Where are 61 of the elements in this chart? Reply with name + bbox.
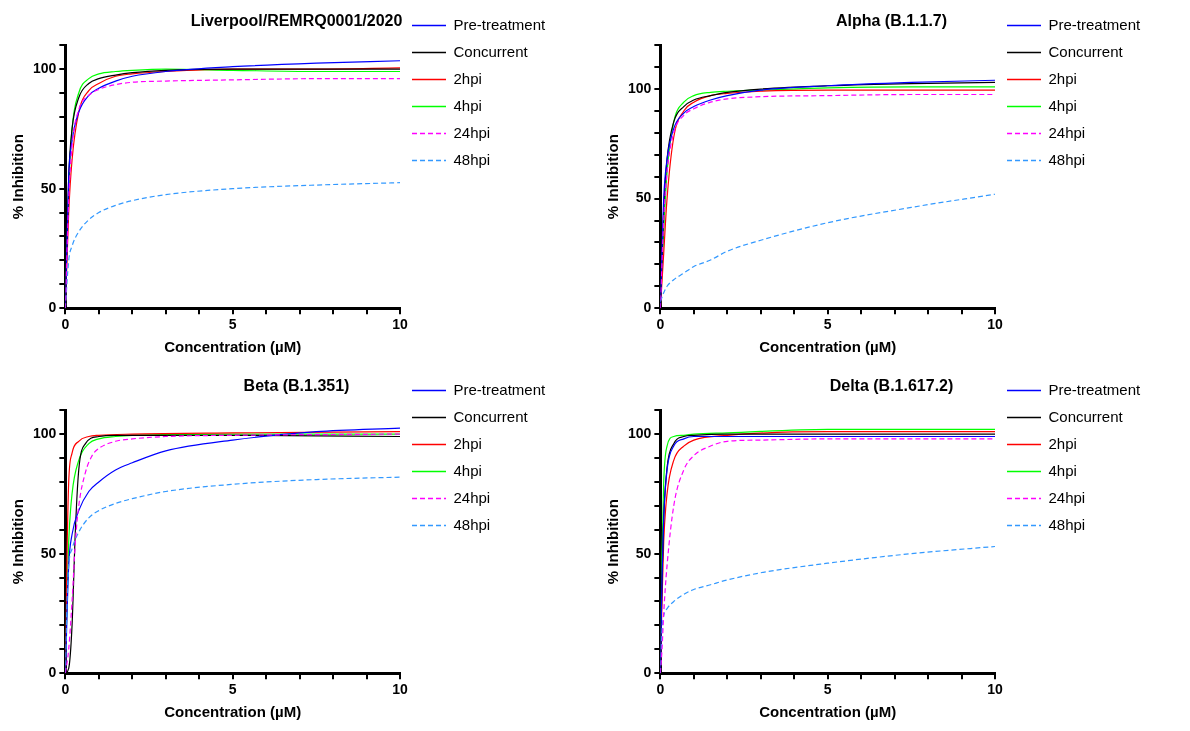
y-tick-label: 100 xyxy=(628,79,652,96)
legend-label: Pre-treatment xyxy=(453,15,547,33)
legend-label: 24hpi xyxy=(1048,123,1086,141)
legend-label: 2hpi xyxy=(1048,434,1077,452)
x-tick-label: 10 xyxy=(392,316,408,333)
x-tick-label: 10 xyxy=(987,316,1003,333)
x-tick-label: 0 xyxy=(61,316,70,333)
legend-label: Pre-treatment xyxy=(1048,380,1142,398)
y-tick-label: 50 xyxy=(40,544,57,561)
x-tick-label: 5 xyxy=(823,316,832,333)
legend-label: Pre-treatment xyxy=(1048,15,1142,33)
x-tick-label: 10 xyxy=(987,681,1003,698)
x-tick-label: 5 xyxy=(228,681,237,698)
legend-label: Concurrent xyxy=(1048,407,1124,425)
x-tick-label: 0 xyxy=(61,681,70,698)
x-tick-label: 0 xyxy=(656,681,665,698)
legend-label: 4hpi xyxy=(453,96,482,114)
x-tick-label: 5 xyxy=(823,681,832,698)
x-axis-title: Concentration (µM) xyxy=(164,338,302,356)
y-tick-label: 50 xyxy=(40,179,57,196)
y-axis-title: % Inhibition xyxy=(604,499,622,585)
y-axis-title: % Inhibition xyxy=(604,134,622,220)
legend-label: 4hpi xyxy=(453,461,482,479)
legend-label: Pre-treatment xyxy=(453,380,547,398)
legend-label: Concurrent xyxy=(1048,42,1124,60)
legend-label: 48hpi xyxy=(453,515,491,533)
legend-label: 2hpi xyxy=(453,434,482,452)
y-tick-label: 0 xyxy=(48,664,57,681)
y-tick-label: 100 xyxy=(33,59,57,76)
legend-label: 24hpi xyxy=(453,488,491,506)
y-tick-label: 100 xyxy=(628,424,652,441)
x-axis-title: Concentration (µM) xyxy=(164,703,302,721)
y-tick-label: 50 xyxy=(635,189,652,206)
y-axis-title: % Inhibition xyxy=(9,499,27,585)
y-tick-label: 50 xyxy=(635,544,652,561)
line-series xyxy=(660,193,995,303)
legend-label: 2hpi xyxy=(453,69,482,87)
legend-label: 24hpi xyxy=(1048,488,1086,506)
chart-title: Delta (B.1.617.2) xyxy=(829,377,954,395)
legend-label: 24hpi xyxy=(453,123,491,141)
chart-title: Beta (B.1.351) xyxy=(243,377,350,395)
legend-label: 48hpi xyxy=(1048,150,1086,168)
legend-label: 48hpi xyxy=(453,150,491,168)
chart-title: Alpha (B.1.1.7) xyxy=(835,12,948,30)
y-tick-label: 0 xyxy=(48,299,57,316)
x-tick-label: 5 xyxy=(228,316,237,333)
x-axis-title: Concentration (µM) xyxy=(759,338,897,356)
y-axis-title: % Inhibition xyxy=(9,134,27,220)
y-tick-label: 0 xyxy=(643,299,652,316)
legend-label: 48hpi xyxy=(1048,515,1086,533)
legend-label: 4hpi xyxy=(1048,461,1077,479)
legend-label: 2hpi xyxy=(1048,69,1077,87)
y-tick-label: 0 xyxy=(643,664,652,681)
chart-title: Liverpool/REMRQ0001/2020 xyxy=(190,12,403,30)
y-tick-label: 100 xyxy=(33,424,57,441)
legend-label: 4hpi xyxy=(1048,96,1077,114)
legend-label: Concurrent xyxy=(453,42,529,60)
x-tick-label: 10 xyxy=(392,681,408,698)
x-axis-title: Concentration (µM) xyxy=(759,703,897,721)
legend-label: Concurrent xyxy=(453,407,529,425)
x-tick-label: 0 xyxy=(656,316,665,333)
